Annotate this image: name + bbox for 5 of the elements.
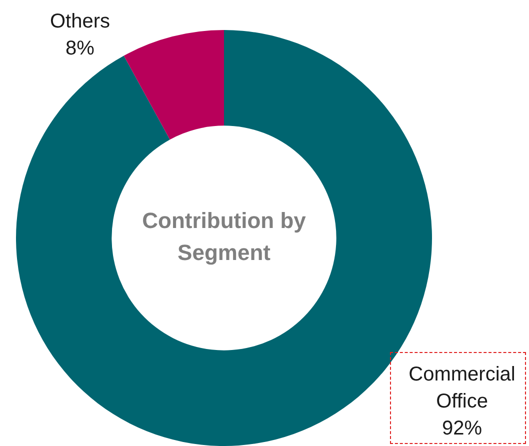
slice-label: Commercial Office (408, 364, 516, 413)
slice-label: Others (50, 10, 110, 33)
data-label: 92% (442, 418, 482, 440)
data-label: 8% (66, 38, 95, 60)
text: Contribution by Segment (142, 208, 307, 266)
